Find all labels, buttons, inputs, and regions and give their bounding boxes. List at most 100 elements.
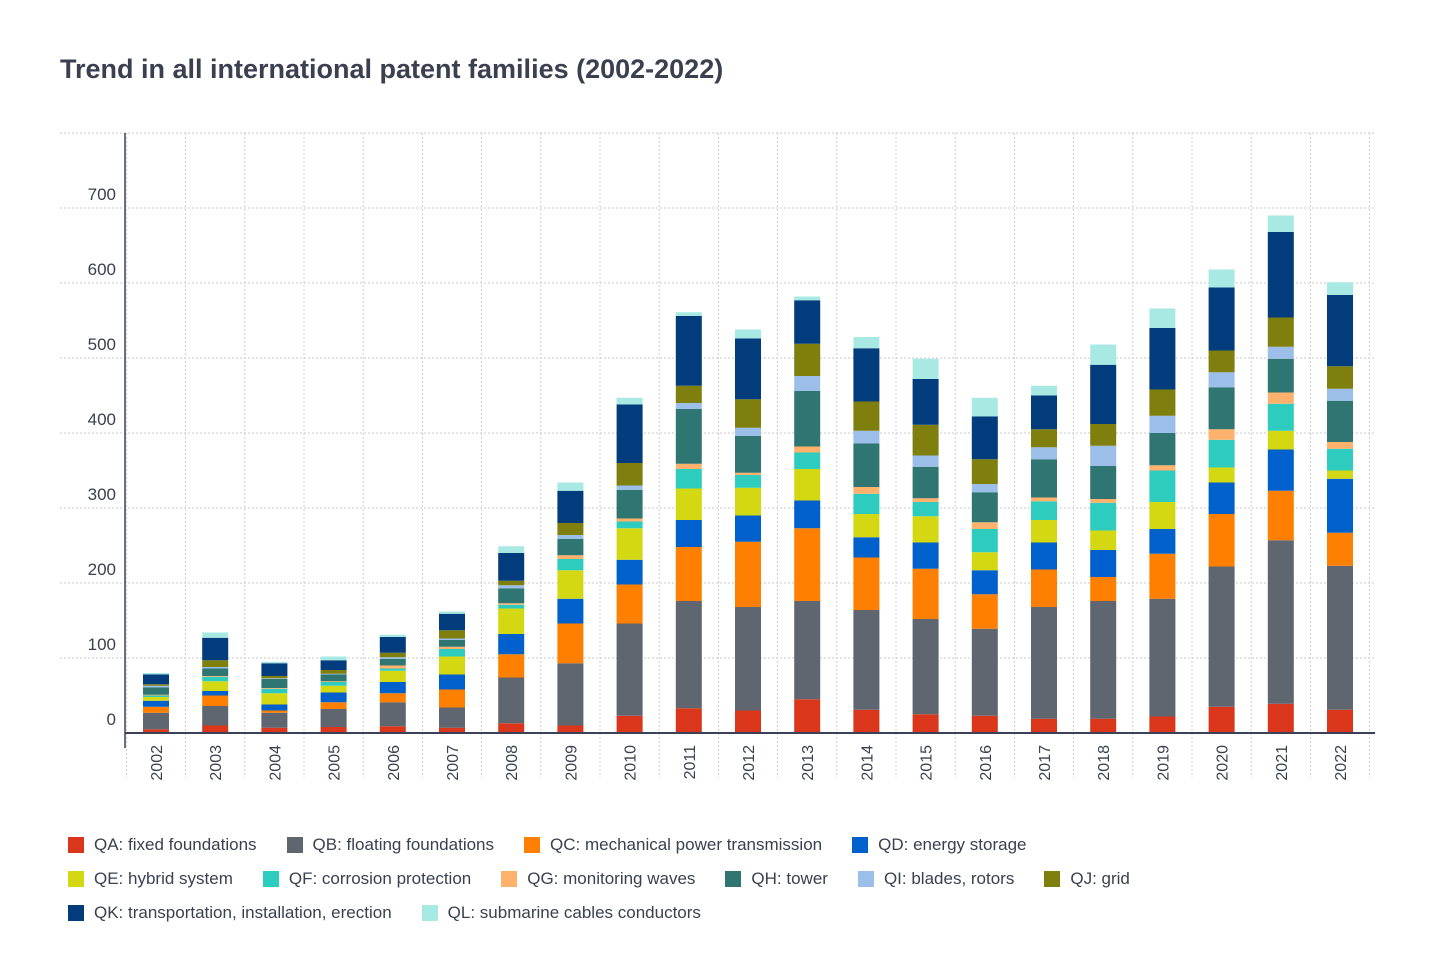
legend-item: QJ: grid: [1044, 869, 1130, 889]
bar-stack-2008: [498, 546, 525, 733]
legend-item: QD: energy storage: [852, 835, 1026, 855]
bar-stack-2010: [616, 397, 643, 733]
bar-segment-ql-2016: [971, 397, 998, 417]
bar-segment-qb-2003: [202, 706, 229, 726]
bar-stack-2009: [557, 482, 584, 733]
legend-label: QA: fixed foundations: [94, 835, 257, 854]
x-tick-label: 2003: [208, 745, 225, 781]
bar-segment-qg-2021: [1267, 392, 1294, 404]
bar-stack-2018: [1090, 344, 1117, 733]
bar-segment-qh-2017: [1031, 459, 1057, 498]
bar-segment-qd-2018: [1090, 550, 1117, 577]
bar-segment-ql-2018: [1090, 344, 1117, 365]
x-tick-label: 2011: [682, 745, 699, 780]
bar-segment-qd-2007: [439, 674, 465, 690]
bar-segment-ql-2019: [1149, 308, 1176, 328]
bar-segment-qe-2013: [794, 469, 821, 501]
bar-segment-qj-2003: [202, 660, 229, 667]
bar-segment-qf-2009: [557, 559, 584, 571]
bar-segment-qh-2003: [202, 668, 229, 676]
bar-segment-qc-2011: [675, 547, 702, 601]
bar-segment-qk-2007: [439, 613, 465, 631]
bar-segment-ql-2021: [1267, 215, 1294, 232]
bar-segment-qi-2006: [379, 657, 406, 659]
x-tick-label: 2015: [919, 745, 936, 781]
bar-segment-qd-2019: [1149, 529, 1176, 554]
bar-segment-qf-2002: [143, 695, 169, 697]
bar-segment-qi-2013: [794, 376, 821, 391]
bar-segment-qd-2004: [261, 704, 288, 711]
bar-segment-qa-2019: [1149, 716, 1176, 733]
bar-segment-qd-2009: [557, 598, 584, 624]
bar-segment-qa-2006: [379, 726, 406, 733]
y-tick-label: 500: [88, 335, 116, 354]
bar-segment-qe-2021: [1267, 430, 1294, 450]
x-tick-label: 2018: [1096, 745, 1113, 781]
legend-swatch: [262, 871, 279, 887]
bar-segment-qd-2022: [1327, 478, 1353, 533]
legend-swatch: [852, 837, 869, 853]
bar-segment-qj-2015: [912, 424, 939, 456]
bar-segment-qh-2020: [1208, 387, 1235, 430]
legend-item: QL: submarine cables conductors: [421, 903, 701, 923]
bar-segment-qk-2020: [1208, 287, 1235, 351]
bar-segment-qj-2016: [971, 459, 998, 484]
bar-segment-qh-2007: [439, 640, 465, 647]
legend-item: QI: blades, rotors: [857, 869, 1014, 889]
bar-stack-2015: [912, 358, 939, 733]
bar-segment-qf-2007: [439, 649, 465, 657]
bar-segment-qe-2010: [616, 528, 643, 560]
bar-segment-qi-2020: [1208, 372, 1235, 388]
bar-segment-qh-2021: [1267, 358, 1294, 393]
bar-segment-qi-2018: [1090, 445, 1117, 466]
bar-segment-qj-2009: [557, 523, 584, 535]
legend: QA: fixed foundations QB: floating founda…: [68, 828, 1368, 930]
bar-segment-qi-2022: [1327, 388, 1353, 401]
legend-label: QD: energy storage: [878, 835, 1027, 854]
bar-segment-qg-2011: [675, 463, 702, 469]
bar-segment-qg-2012: [735, 472, 761, 475]
bar-segment-qj-2020: [1208, 350, 1235, 373]
bars: [143, 215, 1353, 733]
bar-segment-qe-2009: [557, 570, 584, 599]
bar-segment-ql-2017: [1031, 385, 1057, 396]
bar-segment-ql-2012: [735, 329, 761, 339]
bar-segment-qd-2006: [379, 682, 406, 694]
bar-segment-qf-2004: [261, 688, 288, 694]
bar-segment-qi-2007: [439, 638, 465, 640]
bar-segment-qf-2008: [498, 604, 525, 609]
bar-segment-qc-2002: [143, 706, 169, 713]
bar-segment-qj-2002: [143, 684, 169, 686]
legend-item: QC: mechanical power transmission: [524, 835, 822, 855]
bar-segment-qd-2015: [912, 542, 939, 569]
bar-segment-qf-2022: [1327, 448, 1353, 471]
bar-segment-qk-2016: [971, 416, 998, 460]
bar-segment-qk-2009: [557, 490, 584, 523]
bar-segment-ql-2013: [794, 296, 821, 301]
bar-segment-qg-2009: [557, 555, 584, 559]
bar-segment-qe-2006: [379, 670, 406, 682]
bar-segment-qg-2016: [971, 522, 998, 529]
bar-segment-qc-2021: [1267, 490, 1294, 541]
bar-segment-qg-2018: [1090, 499, 1117, 503]
bar-segment-qe-2012: [735, 487, 761, 516]
bar-stack-2004: [261, 661, 288, 733]
bar-segment-qk-2004: [261, 663, 288, 676]
bar-segment-qk-2008: [498, 553, 525, 581]
bar-segment-qj-2017: [1031, 429, 1057, 448]
bar-segment-qh-2006: [379, 658, 406, 666]
bar-segment-qc-2020: [1208, 514, 1235, 567]
bar-stack-2022: [1327, 282, 1353, 733]
bar-segment-qh-2022: [1327, 400, 1353, 442]
bar-segment-qa-2015: [912, 714, 939, 733]
y-tick-label: 0: [107, 710, 116, 729]
bar-segment-qf-2003: [202, 676, 229, 682]
bar-segment-qg-2005: [320, 681, 347, 682]
bar-segment-qk-2017: [1031, 395, 1057, 430]
bar-segment-qf-2016: [971, 529, 998, 553]
bar-stack-2020: [1208, 269, 1235, 733]
bar-segment-qf-2014: [853, 493, 880, 514]
bar-segment-qc-2016: [971, 594, 998, 629]
bar-segment-qc-2003: [202, 695, 229, 706]
